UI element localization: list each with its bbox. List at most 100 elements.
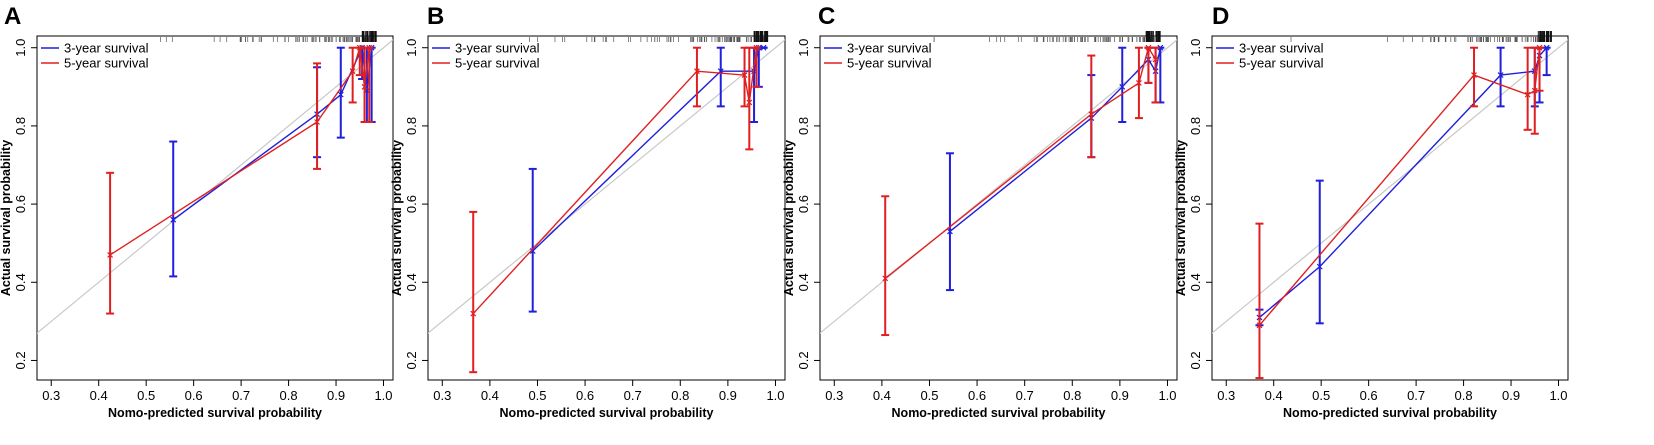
- prediction-rug: [160, 31, 377, 42]
- legend-label: 3-year survival: [64, 41, 149, 56]
- y-tick-label: 0.8: [13, 117, 28, 135]
- y-tick-label: 0.2: [13, 351, 28, 369]
- y-tick-label: 0.6: [796, 195, 811, 213]
- x-tick-label: 0.7: [232, 388, 250, 403]
- y-tick-label: 1.0: [13, 39, 28, 57]
- x-tick-label: 0.4: [90, 388, 108, 403]
- data-point: [1152, 56, 1159, 63]
- plot-frame: [819, 35, 1178, 381]
- x-tick-label: 0.4: [1265, 388, 1283, 403]
- x-tick-label: 0.5: [920, 388, 938, 403]
- ideal-reference-line: [37, 39, 393, 334]
- x-tick-label: 0.4: [873, 388, 891, 403]
- series-5-year: [469, 44, 761, 374]
- series-5-year: [106, 44, 374, 315]
- y-axis-title: Actual survival probability: [782, 140, 796, 296]
- panel-b: B 0.3 0.4 0.5 0.6 0.7 0.8 0.9 1.0 0.2 0.4 0.6 0.8 1.0…: [390, 3, 786, 420]
- legend-label: 5-year survival: [455, 56, 540, 71]
- data-point: [529, 248, 536, 254]
- x-tick-label: 1.0: [374, 388, 392, 403]
- y-tick-label: 0.8: [1188, 117, 1203, 135]
- data-point: [361, 83, 368, 90]
- x-tick-label: 0.3: [433, 388, 451, 403]
- x-tick-label: 0.7: [1407, 388, 1425, 403]
- x-tick-label: 0.3: [42, 388, 60, 403]
- data-point: [107, 251, 114, 258]
- y-tick-label: 0.6: [404, 195, 419, 213]
- data-point: [349, 68, 356, 75]
- x-tick-label: 0.5: [137, 388, 155, 403]
- panel-a: A 0.3 0.4 0.5 0.6 0.7 0.8 0.9 1.0 0.2 0.4 0.6 0.8 1.0…: [0, 3, 394, 420]
- x-tick-label: 0.5: [1312, 388, 1330, 403]
- data-point: [1471, 72, 1477, 79]
- prediction-rug: [1290, 31, 1552, 42]
- data-point: [470, 310, 477, 317]
- x-axis-title: Nomo-predicted survival probability: [108, 406, 322, 420]
- prediction-rug: [933, 31, 1161, 42]
- x-tick-label: 0.8: [1063, 388, 1081, 403]
- data-point: [1256, 322, 1263, 329]
- data-point: [947, 228, 953, 235]
- legend-label: 3-year survival: [455, 41, 540, 56]
- y-tick-label: 0.6: [13, 195, 28, 213]
- y-tick-label: 1.0: [796, 39, 811, 57]
- data-point: [746, 99, 753, 106]
- panel-letter: C: [818, 3, 835, 30]
- data-point: [760, 44, 767, 51]
- x-tick-label: 1.0: [1549, 388, 1567, 403]
- y-tick-label: 1.0: [404, 39, 419, 57]
- x-axis-title: Nomo-predicted survival probability: [1283, 406, 1497, 420]
- y-axis-title: Actual survival probability: [390, 140, 404, 296]
- x-tick-label: 0.7: [1016, 388, 1034, 403]
- x-tick-label: 0.7: [624, 388, 642, 403]
- y-tick-label: 0.4: [404, 273, 419, 291]
- x-tick-label: 1.0: [1158, 388, 1176, 403]
- y-tick-label: 0.2: [1188, 351, 1203, 369]
- y-axis-title: Actual survival probability: [1174, 140, 1188, 296]
- x-tick-label: 0.4: [481, 388, 499, 403]
- x-tick-label: 0.8: [1455, 388, 1473, 403]
- panel-c: C 0.3 0.4 0.5 0.6 0.7 0.8 0.9 1.0 0.2 0.4 0.6 0.8 1.0…: [782, 3, 1178, 420]
- data-point: [1135, 79, 1142, 86]
- data-point: [1157, 44, 1164, 51]
- data-point: [1316, 263, 1323, 270]
- y-axis-title: Actual survival probability: [0, 140, 13, 296]
- x-tick-label: 0.6: [576, 388, 594, 403]
- x-tick-label: 0.6: [968, 388, 986, 403]
- ideal-reference-line: [1212, 39, 1568, 334]
- data-point: [1497, 72, 1504, 79]
- panel-d: D 0.3 0.4 0.5 0.6 0.7 0.8 0.9 1.0 0.2 0.4 0.6 0.8 1.0…: [1174, 3, 1569, 420]
- data-point: [170, 216, 177, 223]
- x-tick-label: 0.9: [1502, 388, 1520, 403]
- y-tick-label: 0.4: [13, 273, 28, 291]
- y-tick-label: 0.4: [796, 273, 811, 291]
- y-tick-label: 1.0: [1188, 39, 1203, 57]
- legend-label: 3-year survival: [1239, 41, 1324, 56]
- plot-frame: [36, 35, 394, 381]
- data-point: [1524, 91, 1531, 98]
- y-tick-label: 0.2: [796, 351, 811, 369]
- y-tick-label: 0.2: [404, 351, 419, 369]
- x-tick-label: 0.9: [719, 388, 737, 403]
- x-tick-label: 0.6: [185, 388, 203, 403]
- data-point: [1088, 111, 1095, 118]
- data-point: [356, 44, 363, 51]
- panel-letter: A: [4, 3, 21, 30]
- data-point: [366, 44, 373, 51]
- x-tick-label: 1.0: [766, 388, 784, 403]
- data-point: [1543, 44, 1550, 51]
- x-tick-label: 0.8: [671, 388, 689, 403]
- legend-label: 3-year survival: [847, 41, 932, 56]
- data-point: [882, 275, 889, 282]
- panel-letter: D: [1212, 3, 1229, 30]
- plot-frame: [1211, 35, 1569, 381]
- x-axis-title: Nomo-predicted survival probability: [500, 406, 714, 420]
- panel-letter: B: [427, 3, 444, 30]
- data-point: [1145, 44, 1152, 51]
- x-axis-title: Nomo-predicted survival probability: [892, 406, 1106, 420]
